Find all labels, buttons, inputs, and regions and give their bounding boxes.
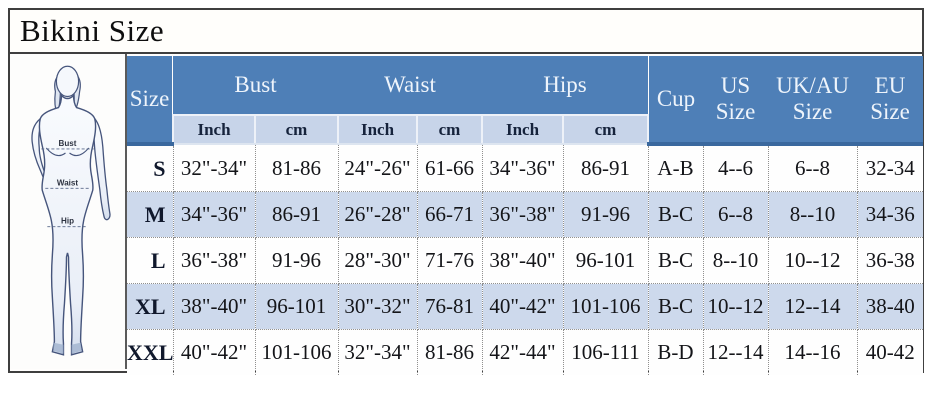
table-row-xl: XL 38"-40" 96-101 30"-32" 76-81 40"-42" … bbox=[127, 283, 924, 330]
cell-size: XL bbox=[127, 283, 174, 330]
subheader-bust-cm: cm bbox=[254, 114, 339, 145]
size-chart-panel: Bikini Size bbox=[8, 8, 924, 375]
col-header-us-size: US Size bbox=[703, 56, 769, 146]
col-header-bust: Bust bbox=[173, 56, 338, 115]
cell-size: XXL bbox=[127, 329, 174, 375]
col-header-hips: Hips bbox=[482, 56, 649, 115]
page-title: Bikini Size bbox=[20, 13, 165, 48]
female-silhouette-illustration: Bust Waist Hip bbox=[31, 65, 111, 356]
cell-hips-cm: 101-106 bbox=[562, 283, 649, 330]
col-header-eu-size: EU Size bbox=[857, 56, 924, 146]
cell-eu-size: 40-42 bbox=[856, 329, 924, 375]
cell-hips-cm: 96-101 bbox=[562, 237, 649, 284]
table-row-xxl: XXL 40"-42" 101-106 32"-34" 81-86 42"-44… bbox=[127, 329, 924, 375]
cell-bust-cm: 86-91 bbox=[254, 191, 339, 238]
cell-us-size: 8--10 bbox=[702, 237, 769, 284]
chart-content: Bust Waist Hip Size Bust Waist Hips Cup bbox=[10, 54, 924, 375]
size-table: Size Bust Waist Hips Cup US Size UK/AU S… bbox=[127, 56, 924, 375]
col-header-cup: Cup bbox=[648, 56, 704, 146]
figure-right-foot-shade bbox=[71, 342, 82, 354]
cell-hips-cm: 106-111 bbox=[562, 329, 649, 375]
cell-bust-inch: 36"-38" bbox=[172, 237, 256, 284]
cell-eu-size: 38-40 bbox=[856, 283, 924, 330]
cell-bust-inch: 32"-34" bbox=[172, 143, 256, 192]
figure-bust-contour bbox=[45, 147, 90, 157]
figure-body bbox=[38, 93, 97, 356]
body-measurement-figure: Bust Waist Hip bbox=[10, 54, 127, 369]
cell-waist-cm: 71-76 bbox=[416, 237, 483, 284]
cell-bust-inch: 40"-42" bbox=[172, 329, 256, 375]
cell-waist-inch: 32"-34" bbox=[337, 329, 418, 375]
cell-us-size: 4--6 bbox=[702, 143, 769, 192]
cell-eu-size: 36-38 bbox=[856, 237, 924, 284]
cell-cup: B-C bbox=[647, 283, 704, 330]
cell-waist-cm: 76-81 bbox=[416, 283, 483, 330]
cell-waist-cm: 66-71 bbox=[416, 191, 483, 238]
cell-bust-cm: 96-101 bbox=[254, 283, 339, 330]
subheader-hips-inch: Inch bbox=[481, 114, 564, 145]
figure-head bbox=[55, 65, 80, 98]
cell-waist-inch: 30"-32" bbox=[337, 283, 418, 330]
cell-us-size: 12--14 bbox=[702, 329, 769, 375]
col-header-ukau-size: UK/AU Size bbox=[768, 56, 858, 146]
cell-ukau-size: 6--8 bbox=[767, 143, 858, 192]
cell-hips-inch: 36"-38" bbox=[481, 191, 564, 238]
cell-eu-size: 34-36 bbox=[856, 191, 924, 238]
cell-ukau-size: 8--10 bbox=[767, 191, 858, 238]
cell-ukau-size: 12--14 bbox=[767, 283, 858, 330]
cell-bust-cm: 101-106 bbox=[254, 329, 339, 375]
subheader-bust-inch: Inch bbox=[172, 114, 256, 145]
cell-waist-inch: 28"-30" bbox=[337, 237, 418, 284]
col-header-size: Size bbox=[127, 56, 173, 146]
cell-us-size: 6--8 bbox=[702, 191, 769, 238]
cell-hips-inch: 34"-36" bbox=[481, 143, 564, 192]
cell-cup: B-C bbox=[647, 237, 704, 284]
col-header-waist: Waist bbox=[338, 56, 482, 115]
subheader-waist-cm: cm bbox=[416, 114, 483, 145]
table-header-row: Size Bust Waist Hips Cup US Size UK/AU S… bbox=[127, 56, 924, 146]
figure-left-foot-shade bbox=[53, 342, 64, 354]
cell-bust-cm: 81-86 bbox=[254, 143, 339, 192]
title-bar: Bikini Size bbox=[10, 10, 922, 54]
cell-hips-inch: 38"-40" bbox=[481, 237, 564, 284]
table-row-l: L 36"-38" 91-96 28"-30" 71-76 38"-40" 96… bbox=[127, 237, 924, 284]
cell-hips-cm: 91-96 bbox=[562, 191, 649, 238]
subheader-hips-cm: cm bbox=[561, 114, 650, 145]
cell-size: M bbox=[127, 191, 174, 238]
subheader-waist-inch: Inch bbox=[337, 114, 418, 145]
cell-us-size: 10--12 bbox=[702, 283, 769, 330]
cell-eu-size: 32-34 bbox=[856, 143, 924, 192]
cell-waist-cm: 81-86 bbox=[416, 329, 483, 375]
cell-bust-inch: 34"-36" bbox=[172, 191, 256, 238]
table-row-s: S 32"-34" 81-86 24"-26" 61-66 34"-36" 86… bbox=[127, 143, 924, 192]
cell-cup: B-C bbox=[647, 191, 704, 238]
cell-size: S bbox=[127, 143, 174, 192]
bust-label: Bust bbox=[59, 139, 77, 148]
cell-bust-cm: 91-96 bbox=[254, 237, 339, 284]
waist-label: Waist bbox=[57, 178, 79, 187]
cell-waist-inch: 26"-28" bbox=[337, 191, 418, 238]
cell-ukau-size: 10--12 bbox=[767, 237, 858, 284]
cell-hips-inch: 42"-44" bbox=[481, 329, 564, 375]
table-row-m: M 34"-36" 86-91 26"-28" 66-71 36"-38" 91… bbox=[127, 191, 924, 238]
cell-waist-cm: 61-66 bbox=[416, 143, 483, 192]
cell-hips-cm: 86-91 bbox=[562, 143, 649, 192]
cell-ukau-size: 14--16 bbox=[767, 329, 858, 375]
cell-hips-inch: 40"-42" bbox=[481, 283, 564, 330]
cell-waist-inch: 24"-26" bbox=[337, 143, 418, 192]
table-units-row: Inch cm Inch cm Inch cm bbox=[127, 114, 923, 145]
hip-label: Hip bbox=[61, 217, 74, 226]
cell-size: L bbox=[127, 237, 174, 284]
cell-cup: A-B bbox=[647, 143, 704, 192]
cell-bust-inch: 38"-40" bbox=[172, 283, 256, 330]
cell-cup: B-D bbox=[647, 329, 704, 375]
figure-right-arm bbox=[90, 117, 111, 221]
